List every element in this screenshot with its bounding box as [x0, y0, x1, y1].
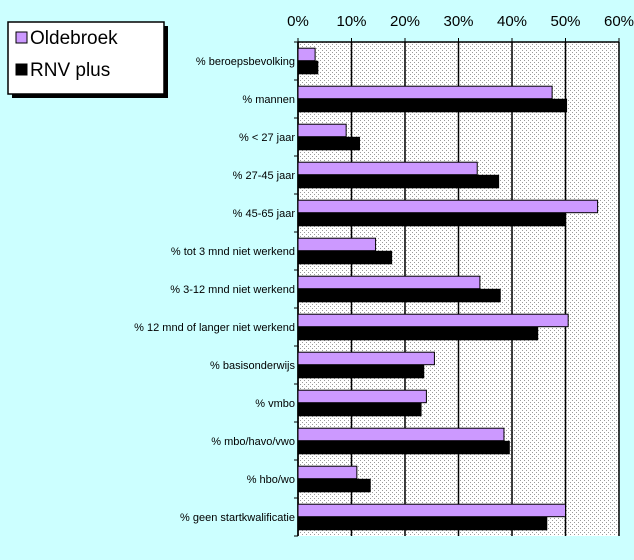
legend-box — [7, 21, 165, 95]
bar-rnv-plus — [297, 440, 510, 455]
category-label: % 27-45 jaar — [233, 170, 296, 182]
category-label: % < 27 jaar — [239, 132, 295, 144]
bar-rnv-plus — [297, 136, 361, 151]
bar-rnv-plus — [297, 288, 501, 303]
bar-rnv-plus — [297, 516, 548, 531]
x-tick-label: 20% — [390, 13, 420, 30]
x-tick-label: 40% — [497, 13, 527, 30]
bar-oldebroek — [297, 123, 347, 138]
category-label: % vmbo — [255, 398, 295, 410]
bar-oldebroek — [297, 85, 553, 100]
legend-swatch-oldebroek — [15, 31, 28, 44]
category-label: % 45-65 jaar — [233, 208, 296, 220]
bar-rnv-plus — [297, 478, 371, 493]
x-tick-label: 60% — [604, 13, 634, 30]
category-label: % 3-12 mnd niet werkend — [170, 284, 295, 296]
category-label: % tot 3 mnd niet werkend — [171, 246, 295, 258]
bar-rnv-plus — [297, 402, 422, 417]
bar-rnv-plus — [297, 212, 566, 227]
legend-swatch-rnv-plus — [15, 63, 28, 76]
x-tick-label: 0% — [287, 13, 309, 30]
legend-label-oldebroek: Oldebroek — [30, 28, 118, 49]
category-label: % 12 mnd of langer niet werkend — [134, 322, 295, 334]
category-label: % hbo/wo — [247, 474, 295, 486]
category-label: % basisonderwijs — [210, 360, 295, 372]
bar-oldebroek — [297, 237, 377, 252]
category-label: % mbo/havo/vwo — [211, 436, 295, 448]
x-tick-label: 10% — [336, 13, 366, 30]
legend-label-rnv-plus: RNV plus — [30, 60, 110, 81]
bar-oldebroek — [297, 465, 358, 480]
bar-rnv-plus — [297, 174, 500, 189]
category-label: % beroepsbevolking — [196, 56, 295, 68]
bar-rnv-plus — [297, 326, 539, 341]
bar-rnv-plus — [297, 60, 319, 75]
bar-oldebroek — [297, 351, 435, 366]
bar-oldebroek — [297, 47, 316, 62]
bar-oldebroek — [297, 313, 569, 328]
bar-oldebroek — [297, 389, 427, 404]
bar-rnv-plus — [297, 98, 568, 113]
category-label: % mannen — [242, 94, 295, 106]
x-tick-label: 30% — [443, 13, 473, 30]
bar-rnv-plus — [297, 364, 425, 379]
bar-oldebroek — [297, 503, 566, 518]
category-label: % geen startkwalificatie — [180, 512, 295, 524]
x-tick-label: 50% — [550, 13, 580, 30]
bar-oldebroek — [297, 275, 481, 290]
bar-oldebroek — [297, 199, 599, 214]
bar-oldebroek — [297, 161, 478, 176]
bar-oldebroek — [297, 427, 505, 442]
bar-rnv-plus — [297, 250, 393, 265]
